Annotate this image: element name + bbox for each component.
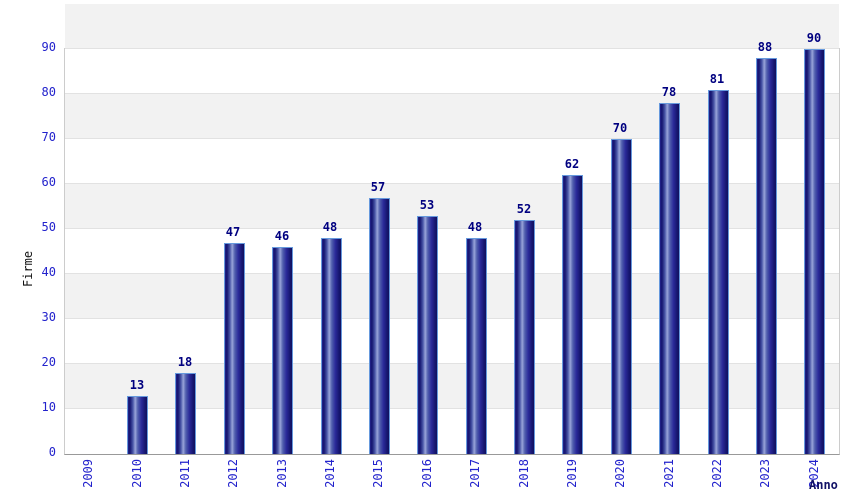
- x-tick-label: 2013: [275, 459, 289, 488]
- y-tick-label: 60: [41, 175, 56, 189]
- gridline: [65, 363, 839, 364]
- x-tick-label: 2011: [178, 459, 192, 488]
- bar-2016: [417, 215, 438, 454]
- gridline: [65, 228, 839, 229]
- y-tick-label: 20: [41, 355, 56, 369]
- bar-2013: [272, 247, 293, 454]
- x-tick-label: 2021: [662, 459, 676, 488]
- gridline: [65, 48, 839, 49]
- bar-2017: [466, 238, 487, 454]
- bar-value-label: 48: [467, 220, 483, 234]
- bar-value-label: 13: [129, 377, 145, 392]
- x-tick-label: 2014: [323, 459, 337, 488]
- bar-value-label: 46: [274, 229, 290, 243]
- bar-2014: [321, 238, 342, 454]
- bar-value-label: 48: [322, 220, 338, 234]
- gridline: [65, 138, 839, 139]
- bar-value-label: 90: [806, 31, 822, 45]
- bar-2022: [708, 89, 729, 454]
- y-tick-label: 90: [41, 40, 56, 54]
- x-tick-label: 2010: [130, 459, 144, 488]
- bar-2010: [127, 395, 148, 454]
- bar-value-label: 18: [177, 355, 193, 369]
- bar-value-label: 53: [419, 197, 435, 212]
- x-tick-label: 2012: [226, 459, 240, 488]
- y-tick-label: 80: [41, 85, 56, 99]
- gridline: [65, 183, 839, 184]
- bar-2021: [659, 103, 680, 454]
- bar-2023: [756, 58, 777, 454]
- x-tick-label: 2016: [420, 459, 434, 488]
- bar-2011: [175, 373, 196, 454]
- x-tick-label: 2018: [517, 459, 531, 488]
- y-tick-label: 0: [48, 445, 56, 459]
- plot-area: [64, 4, 840, 455]
- gridline: [65, 93, 839, 94]
- bar-value-label: 78: [661, 85, 677, 99]
- x-tick-label: 2009: [81, 459, 95, 488]
- bar-2024: [804, 49, 825, 454]
- x-axis-label: Anno: [809, 478, 838, 492]
- gridline: [65, 273, 839, 274]
- bar-2019: [562, 175, 583, 454]
- y-tick-label: 70: [41, 130, 56, 144]
- bar-2018: [514, 220, 535, 454]
- y-tick-label: 10: [41, 400, 56, 414]
- bar-value-label: 52: [516, 202, 532, 216]
- bar-2020: [611, 139, 632, 454]
- bar-value-label: 88: [757, 40, 773, 54]
- gridline: [65, 408, 839, 409]
- bar-value-label: 57: [370, 179, 386, 194]
- bar-2012: [224, 242, 245, 454]
- x-tick-label: 2017: [468, 459, 482, 488]
- y-tick-label: 50: [41, 220, 56, 234]
- y-tick-label: 30: [41, 310, 56, 324]
- gridline: [65, 318, 839, 319]
- bar-value-label: 62: [564, 157, 580, 171]
- x-tick-label: 2019: [565, 459, 579, 488]
- bar-value-label: 47: [225, 224, 241, 239]
- x-tick-label: 2023: [758, 459, 772, 488]
- x-tick-label: 2015: [371, 459, 385, 488]
- bar-value-label: 70: [612, 121, 628, 135]
- bar-2015: [369, 197, 390, 454]
- x-tick-label: 2022: [710, 459, 724, 488]
- x-tick-label: 2020: [613, 459, 627, 488]
- grid-band: [65, 4, 839, 49]
- y-tick-label: 40: [41, 265, 56, 279]
- bar-value-label: 81: [709, 71, 725, 86]
